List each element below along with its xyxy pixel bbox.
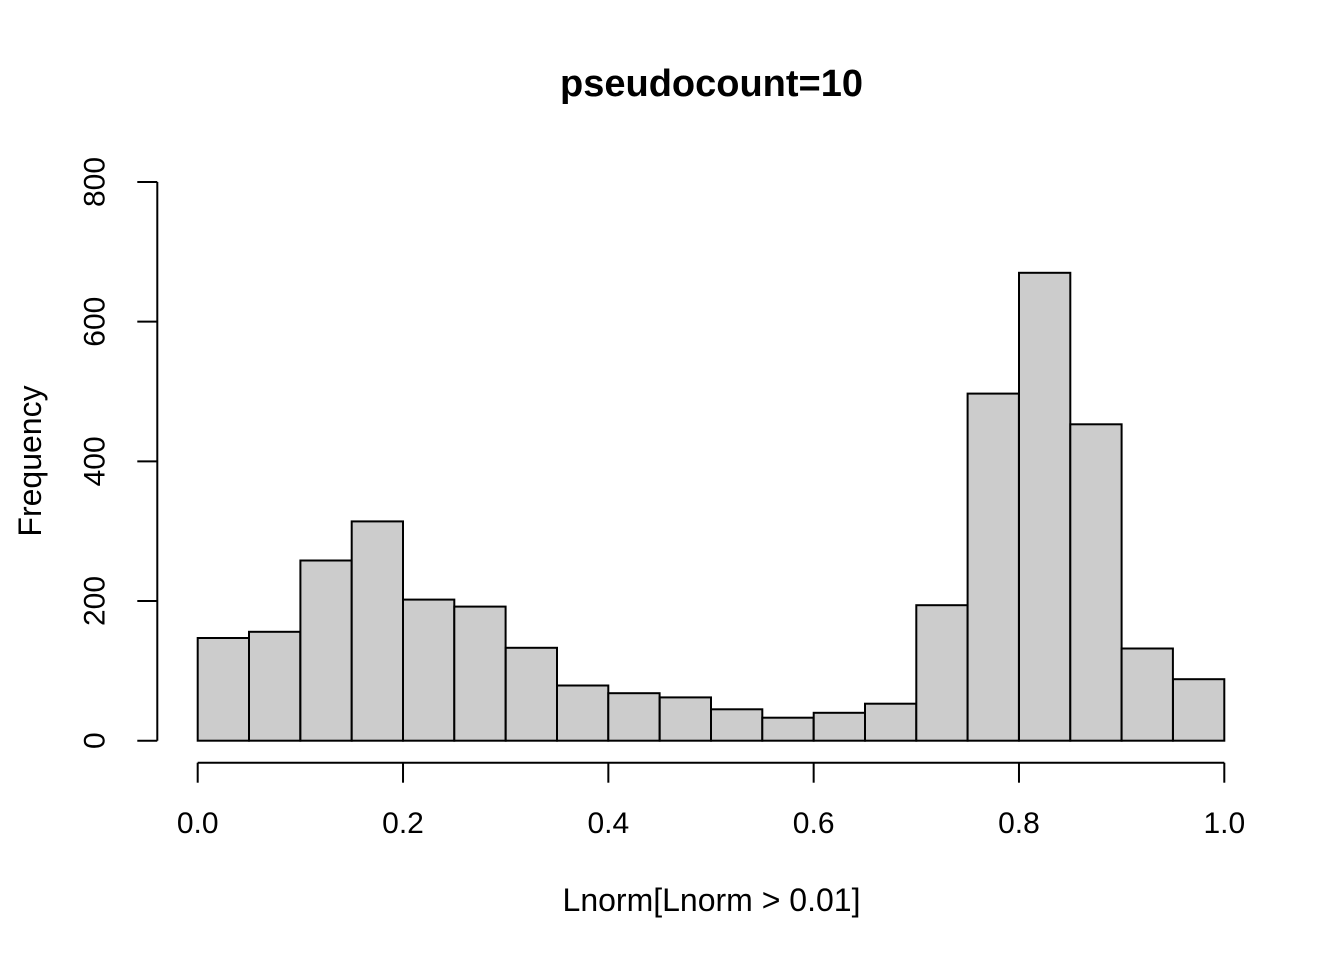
histogram-bar [248,630,302,742]
histogram-bar [761,716,815,742]
histogram-bar [402,598,456,742]
histogram-bar [453,605,507,742]
histogram-bar [966,392,1020,742]
y-tick-label: 0 [79,732,112,749]
x-tick-label: 0.8 [998,807,1040,840]
histogram-bar [864,702,918,742]
histogram-bar [1172,678,1226,742]
y-tick-label: 600 [79,297,112,347]
histogram-bar [710,708,764,742]
histogram-bar [504,646,559,742]
histogram-bar [196,637,250,742]
histogram-bar [812,711,867,742]
histogram-bar [556,684,610,742]
x-tick-label: 0.0 [177,807,219,840]
histogram-bar [658,696,713,742]
histogram-bar [607,692,661,742]
histogram-bar [1120,647,1174,742]
histogram-bar [1069,423,1123,742]
histogram-bar [350,520,405,742]
x-axis-label: Lnorm[Lnorm > 0.01] [562,882,861,918]
y-tick-label: 200 [79,576,112,626]
chart-title: pseudocount=10 [560,63,863,105]
y-tick-label: 800 [79,157,112,207]
y-tick-label: 400 [79,436,112,486]
x-tick-label: 0.2 [382,807,424,840]
histogram-bar [1018,271,1072,742]
x-tick-label: 0.4 [587,807,629,840]
x-tick-label: 0.6 [793,807,835,840]
x-tick-label: 1.0 [1203,807,1245,840]
histogram-bar [915,604,969,742]
histogram-bar [299,559,353,742]
